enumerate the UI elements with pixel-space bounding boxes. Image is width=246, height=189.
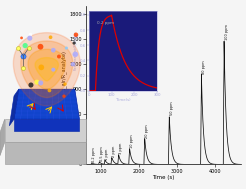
Text: 1 ppm: 1 ppm: [106, 148, 109, 160]
Text: 10 ppm: 10 ppm: [130, 134, 134, 148]
Polygon shape: [5, 119, 86, 143]
Point: [64, 46, 68, 50]
Point: [73, 53, 77, 56]
Polygon shape: [14, 119, 79, 131]
Polygon shape: [35, 58, 58, 81]
Text: 100 ppm: 100 ppm: [225, 24, 229, 40]
Point: [48, 36, 52, 39]
Text: 2 ppm: 2 ppm: [112, 146, 116, 157]
Point: [57, 55, 61, 58]
Text: 0.2 ppm: 0.2 ppm: [97, 21, 114, 25]
Point: [29, 84, 33, 87]
Polygon shape: [9, 89, 19, 126]
Polygon shape: [0, 119, 5, 156]
Text: 20 ppm: 20 ppm: [145, 124, 149, 138]
Text: 0.2 ppm: 0.2 ppm: [92, 147, 96, 162]
Point: [35, 81, 39, 84]
Point: [20, 36, 24, 39]
Point: [29, 33, 32, 36]
Point: [39, 45, 43, 48]
Point: [39, 66, 43, 69]
Point: [51, 49, 55, 52]
Point: [27, 46, 31, 49]
Polygon shape: [5, 143, 86, 164]
Text: 50 ppm: 50 ppm: [170, 102, 174, 115]
Text: 80 ppm: 80 ppm: [202, 60, 206, 74]
Polygon shape: [21, 41, 73, 98]
Point: [74, 33, 78, 36]
Point: [16, 46, 20, 49]
Point: [23, 44, 27, 47]
X-axis label: Time (s): Time (s): [153, 175, 175, 180]
Point: [47, 89, 51, 92]
Point: [51, 68, 55, 71]
Point: [21, 54, 25, 57]
Text: 3 ppm: 3 ppm: [119, 143, 123, 154]
X-axis label: Time(s): Time(s): [116, 98, 130, 102]
Y-axis label: Response (R_air/R_analyte): Response (R_air/R_analyte): [61, 52, 67, 119]
Polygon shape: [28, 49, 65, 89]
Point: [63, 83, 67, 86]
Point: [21, 66, 25, 69]
Point: [71, 63, 75, 66]
Polygon shape: [14, 89, 79, 119]
Text: 0.5 ppm: 0.5 ppm: [100, 146, 104, 161]
Point: [74, 35, 78, 38]
Point: [72, 42, 76, 45]
Point: [62, 95, 66, 98]
Y-axis label: Response R_air/R_analyte: Response R_air/R_analyte: [74, 32, 78, 70]
Point: [28, 37, 32, 40]
Point: [39, 81, 43, 84]
Polygon shape: [13, 33, 80, 106]
